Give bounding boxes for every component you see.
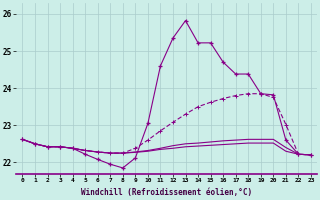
X-axis label: Windchill (Refroidissement éolien,°C): Windchill (Refroidissement éolien,°C) <box>81 188 252 197</box>
